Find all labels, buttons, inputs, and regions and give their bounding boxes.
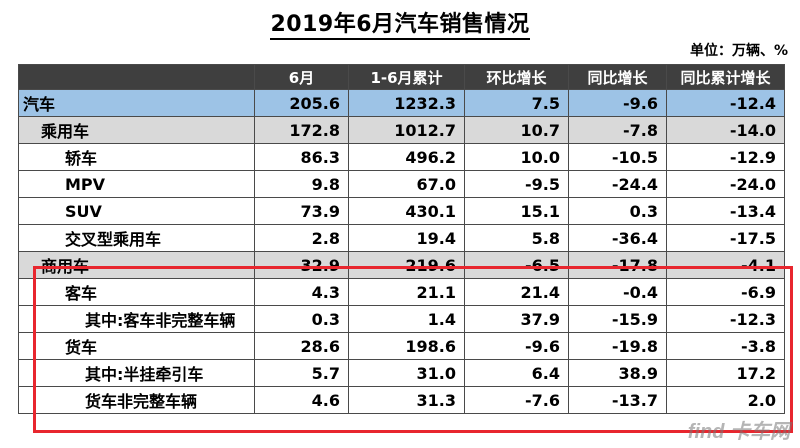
value-cell: -7.8 bbox=[568, 116, 667, 144]
value-cell: 430.1 bbox=[348, 197, 465, 225]
value-cell: 205.6 bbox=[254, 89, 349, 117]
value-cell: -7.6 bbox=[464, 386, 569, 414]
value-cell: -17.5 bbox=[666, 224, 785, 252]
row-label-cell: SUV bbox=[18, 197, 255, 225]
value-cell: 2.0 bbox=[666, 386, 785, 414]
page-title-text: 2019年6月汽车销售情况 bbox=[270, 12, 530, 40]
value-cell: -12.3 bbox=[666, 305, 785, 333]
value-cell: -9.6 bbox=[568, 89, 667, 117]
row-label-cell: 交叉型乘用车 bbox=[18, 224, 255, 252]
unit-note: 单位：万辆、% bbox=[689, 43, 788, 59]
value-cell: 37.9 bbox=[464, 305, 569, 333]
value-cell: -17.8 bbox=[568, 251, 667, 279]
value-cell: 15.1 bbox=[464, 197, 569, 225]
value-cell: 28.6 bbox=[254, 332, 349, 360]
value-cell: -9.5 bbox=[464, 170, 569, 198]
value-cell: 1012.7 bbox=[348, 116, 465, 144]
row-label-cell: 汽车 bbox=[18, 89, 255, 117]
table-row: 交叉型乘用车 2.8 19.4 5.8 -36.4 -17.5 bbox=[18, 224, 785, 252]
row-label-cell: 商用车 bbox=[18, 251, 255, 279]
header-cell: 环比增长 bbox=[464, 64, 569, 90]
table-row: 轿车 86.3 496.2 10.0 -10.5 -12.9 bbox=[18, 143, 785, 171]
row-label-cell: 货车非完整车辆 bbox=[18, 386, 255, 414]
value-cell: 9.8 bbox=[254, 170, 349, 198]
value-cell: 31.0 bbox=[348, 359, 465, 387]
value-cell: 19.4 bbox=[348, 224, 465, 252]
value-cell: 73.9 bbox=[254, 197, 349, 225]
value-cell: -13.7 bbox=[568, 386, 667, 414]
row-label-cell: 客车 bbox=[18, 278, 255, 306]
value-cell: 0.3 bbox=[568, 197, 667, 225]
row-label-cell: MPV bbox=[18, 170, 255, 198]
value-cell: 67.0 bbox=[348, 170, 465, 198]
table-row: 汽车 205.6 1232.3 7.5 -9.6 -12.4 bbox=[18, 89, 785, 117]
value-cell: -4.1 bbox=[666, 251, 785, 279]
table-row: 货车非完整车辆 4.6 31.3 -7.6 -13.7 2.0 bbox=[18, 386, 785, 414]
value-cell: 2.8 bbox=[254, 224, 349, 252]
value-cell: 172.8 bbox=[254, 116, 349, 144]
table-row: 货车 28.6 198.6 -9.6 -19.8 -3.8 bbox=[18, 332, 785, 360]
value-cell: 4.6 bbox=[254, 386, 349, 414]
value-cell: 32.9 bbox=[254, 251, 349, 279]
value-cell: 17.2 bbox=[666, 359, 785, 387]
page-title: 2019年6月汽车销售情况 bbox=[0, 6, 800, 40]
value-cell: -14.0 bbox=[666, 116, 785, 144]
row-label-cell: 轿车 bbox=[18, 143, 255, 171]
value-cell: -12.4 bbox=[666, 89, 785, 117]
table-row: 乘用车 172.8 1012.7 10.7 -7.8 -14.0 bbox=[18, 116, 785, 144]
value-cell: 21.1 bbox=[348, 278, 465, 306]
table-row: 其中:客车非完整车辆 0.3 1.4 37.9 -15.9 -12.3 bbox=[18, 305, 785, 333]
header-cell: 同比累计增长 bbox=[666, 64, 785, 90]
value-cell: 1232.3 bbox=[348, 89, 465, 117]
value-cell: -15.9 bbox=[568, 305, 667, 333]
value-cell: -19.8 bbox=[568, 332, 667, 360]
value-cell: 5.7 bbox=[254, 359, 349, 387]
value-cell: 31.3 bbox=[348, 386, 465, 414]
value-cell: 5.8 bbox=[464, 224, 569, 252]
row-label-cell: 货车 bbox=[18, 332, 255, 360]
table-row: 商用车 32.9 219.6 -6.5 -17.8 -4.1 bbox=[18, 251, 785, 279]
value-cell: -6.5 bbox=[464, 251, 569, 279]
header-row: 6月 1-6月累计 环比增长 同比增长 同比累计增长 bbox=[18, 64, 785, 90]
header-cell bbox=[18, 64, 255, 90]
row-label-cell: 其中:客车非完整车辆 bbox=[18, 305, 255, 333]
header-cell: 1-6月累计 bbox=[348, 64, 465, 90]
value-cell: 496.2 bbox=[348, 143, 465, 171]
value-cell: 1.4 bbox=[348, 305, 465, 333]
value-cell: 219.6 bbox=[348, 251, 465, 279]
value-cell: 21.4 bbox=[464, 278, 569, 306]
table-row: SUV 73.9 430.1 15.1 0.3 -13.4 bbox=[18, 197, 785, 225]
value-cell: -3.8 bbox=[666, 332, 785, 360]
value-cell: 10.0 bbox=[464, 143, 569, 171]
row-label-cell: 其中:半挂牵引车 bbox=[18, 359, 255, 387]
value-cell: 6.4 bbox=[464, 359, 569, 387]
header-cell: 6月 bbox=[254, 64, 349, 90]
value-cell: -24.4 bbox=[568, 170, 667, 198]
table-body: 汽车 205.6 1232.3 7.5 -9.6 -12.4 乘用车 172.8 1012.7 1… bbox=[18, 89, 785, 414]
value-cell: 10.7 bbox=[464, 116, 569, 144]
sales-table: 6月 1-6月累计 环比增长 同比增长 同比累计增长 汽车 205.6 1232.3… bbox=[18, 64, 785, 414]
table-row: 其中:半挂牵引车 5.7 31.0 6.4 38.9 17.2 bbox=[18, 359, 785, 387]
value-cell: 0.3 bbox=[254, 305, 349, 333]
table-header: 6月 1-6月累计 环比增长 同比增长 同比累计增长 bbox=[18, 64, 785, 90]
value-cell: -9.6 bbox=[464, 332, 569, 360]
value-cell: -12.9 bbox=[666, 143, 785, 171]
value-cell: 4.3 bbox=[254, 278, 349, 306]
header-cell: 同比增长 bbox=[568, 64, 667, 90]
value-cell: -24.0 bbox=[666, 170, 785, 198]
watermark: find 卡车网 bbox=[687, 421, 790, 443]
table-row: MPV 9.8 67.0 -9.5 -24.4 -24.0 bbox=[18, 170, 785, 198]
value-cell: -6.9 bbox=[666, 278, 785, 306]
value-cell: -0.4 bbox=[568, 278, 667, 306]
value-cell: 86.3 bbox=[254, 143, 349, 171]
value-cell: 198.6 bbox=[348, 332, 465, 360]
value-cell: -10.5 bbox=[568, 143, 667, 171]
table-row: 客车 4.3 21.1 21.4 -0.4 -6.9 bbox=[18, 278, 785, 306]
value-cell: 7.5 bbox=[464, 89, 569, 117]
value-cell: 38.9 bbox=[568, 359, 667, 387]
value-cell: -13.4 bbox=[666, 197, 785, 225]
row-label-cell: 乘用车 bbox=[18, 116, 255, 144]
value-cell: -36.4 bbox=[568, 224, 667, 252]
